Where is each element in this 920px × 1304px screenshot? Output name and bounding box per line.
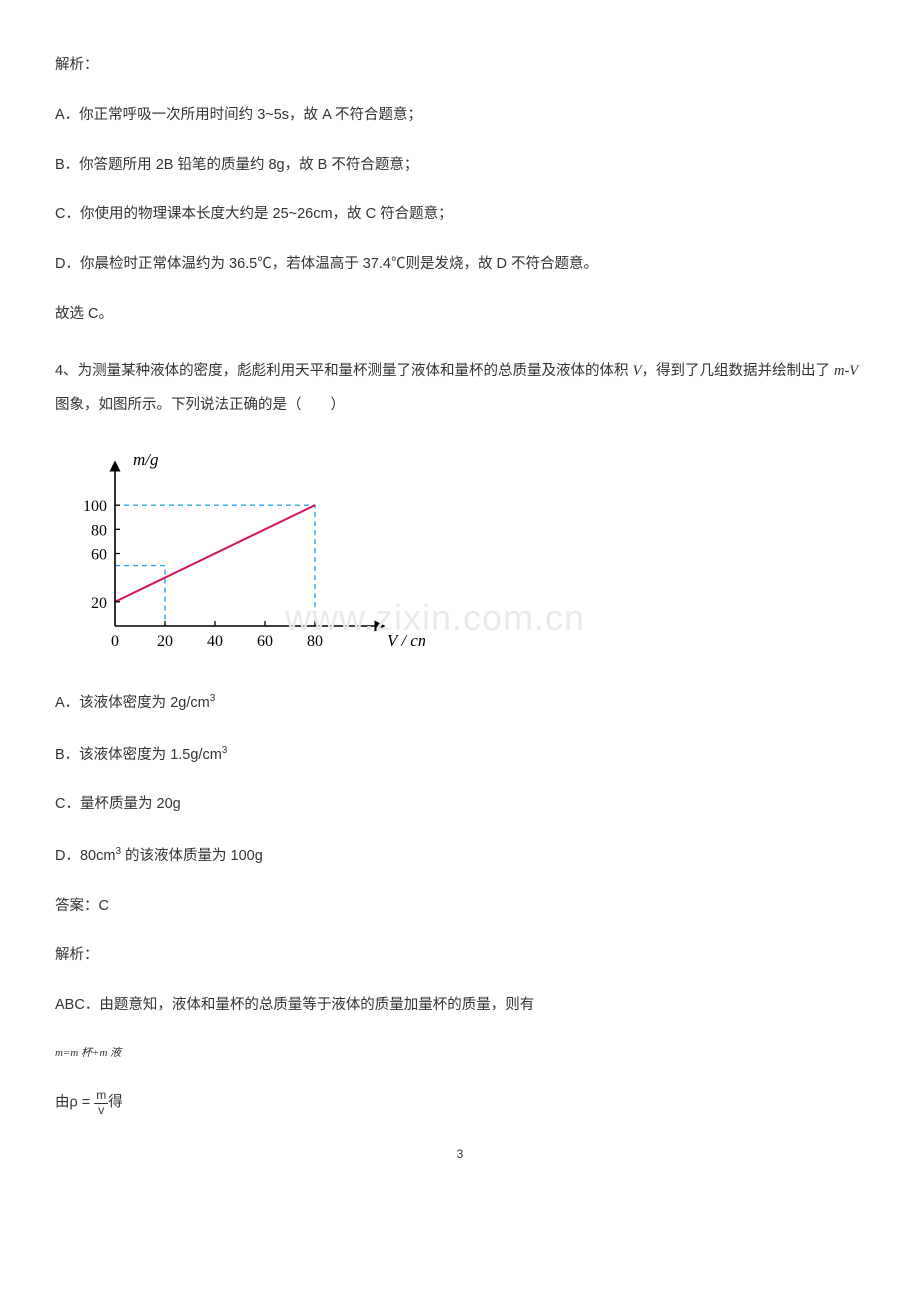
svg-text:20: 20 — [157, 633, 173, 650]
fraction-numerator: m — [94, 1089, 108, 1103]
answer: 答案：C — [55, 896, 865, 918]
option-D: D．80cm3 的该液体质量为 100g — [55, 844, 865, 868]
svg-text:60: 60 — [257, 633, 273, 650]
svg-text:80: 80 — [91, 522, 107, 539]
mv-chart-svg: 0 20 40 60 80 20 60 80 100 m/g V / cm3 — [55, 451, 425, 661]
option-C: C．量杯质量为 20g — [55, 794, 865, 816]
fraction: mv — [94, 1089, 108, 1116]
unit-cubed: 3 — [210, 693, 216, 704]
svg-text:100: 100 — [83, 498, 107, 515]
paragraph-D: D．你晨检时正常体温约为 36.5℃，若体温高于 37.4℃则是发烧，故 D 不… — [55, 254, 865, 276]
eq2-prefix: 由ρ = — [55, 1095, 94, 1111]
paragraph-abc: ABC．由题意知，液体和量杯的总质量等于液体的质量加量杯的质量，则有 — [55, 995, 865, 1017]
question-4: 4、为测量某种液体的密度，彪彪利用天平和量杯测量了液体和量杯的总质量及液体的体积… — [55, 354, 865, 424]
svg-text:40: 40 — [207, 633, 223, 650]
option-A: A．该液体密度为 2g/cm3 — [55, 691, 865, 715]
option-D-text-1: D．80cm — [55, 848, 115, 864]
option-A-text: A．该液体密度为 2g/cm — [55, 695, 210, 711]
svg-text:60: 60 — [91, 547, 107, 564]
option-B-text: B．该液体密度为 1.5g/cm — [55, 747, 222, 763]
svg-text:80: 80 — [307, 633, 323, 650]
unit-cubed: 3 — [222, 745, 228, 756]
question-4-text-1: 4、为测量某种液体的密度，彪彪利用天平和量杯测量了液体和量杯的总质量及液体的体积 — [55, 363, 633, 379]
fraction-denominator: v — [94, 1104, 108, 1117]
svg-text:20: 20 — [91, 595, 107, 612]
option-B: B．该液体密度为 1.5g/cm3 — [55, 743, 865, 767]
equation-2: 由ρ = mv得 — [55, 1089, 865, 1116]
paragraph-B: B．你答题所用 2B 铅笔的质量约 8g，故 B 不符合题意； — [55, 155, 865, 177]
svg-text:m/g: m/g — [133, 451, 159, 469]
svg-text:0: 0 — [111, 633, 119, 650]
explain-label-2: 解析： — [55, 945, 865, 967]
question-4-text-2: ，得到了几组数据并绘制出了 — [641, 363, 834, 379]
equation-1: m=m 杯+m 液 — [55, 1045, 865, 1062]
page-number: 3 — [55, 1145, 865, 1163]
variable-mV: m-V — [834, 363, 858, 379]
paragraph-explain-label: 解析： — [55, 55, 865, 77]
option-D-text-2: 的该液体质量为 100g — [121, 848, 263, 864]
mv-chart: 020406080206080100m/gV / cm3 www.zixin.c… — [55, 451, 425, 661]
paragraph-choose: 故选 C。 — [55, 304, 865, 326]
paragraph-A: A．你正常呼吸一次所用时间约 3~5s，故 A 不符合题意； — [55, 105, 865, 127]
question-4-text-3: 图象，如图所示。下列说法正确的是（ ） — [55, 397, 345, 413]
paragraph-C: C．你使用的物理课本长度大约是 25~26cm，故 C 符合题意； — [55, 204, 865, 226]
eq2-suffix: 得 — [108, 1095, 123, 1111]
svg-text:V / cm3: V / cm3 — [387, 631, 425, 650]
